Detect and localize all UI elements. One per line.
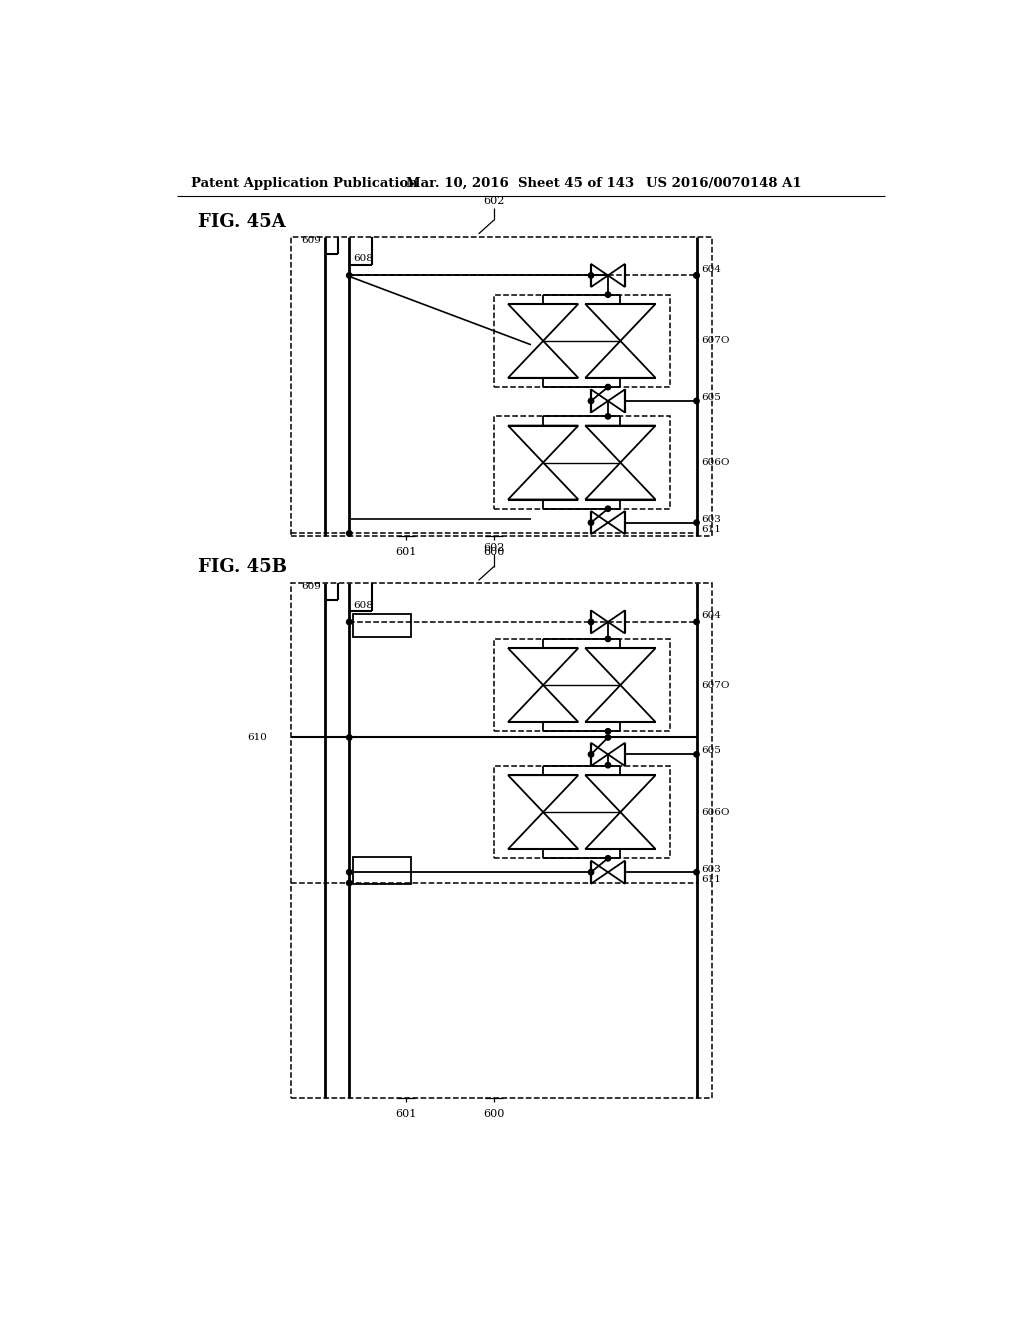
Circle shape — [589, 273, 594, 279]
Circle shape — [589, 520, 594, 525]
Text: 601: 601 — [395, 1109, 417, 1119]
Text: 604: 604 — [701, 611, 721, 620]
Bar — [291, 238, 712, 536]
Circle shape — [589, 619, 594, 624]
Text: 604: 604 — [701, 265, 721, 273]
Text: 605: 605 — [701, 746, 721, 755]
Circle shape — [605, 413, 610, 418]
Circle shape — [605, 506, 610, 511]
Circle shape — [346, 619, 352, 624]
Text: 602: 602 — [483, 543, 505, 553]
Text: 600: 600 — [483, 548, 505, 557]
Text: 608: 608 — [353, 601, 373, 610]
Bar — [494, 766, 670, 858]
Bar — [353, 614, 411, 638]
Circle shape — [605, 292, 610, 297]
Text: 602: 602 — [483, 197, 505, 206]
Circle shape — [605, 735, 610, 741]
Text: 611: 611 — [701, 525, 721, 535]
Circle shape — [346, 531, 352, 536]
Text: 605: 605 — [701, 392, 721, 401]
Text: 601: 601 — [395, 548, 417, 557]
Circle shape — [346, 273, 352, 279]
Circle shape — [346, 880, 352, 886]
Bar — [494, 416, 670, 508]
Text: FIG. 45B: FIG. 45B — [199, 557, 288, 576]
Text: 600: 600 — [483, 1109, 505, 1119]
Text: 611: 611 — [701, 875, 721, 883]
Text: 609: 609 — [301, 582, 321, 591]
Text: Mar. 10, 2016  Sheet 45 of 143: Mar. 10, 2016 Sheet 45 of 143 — [407, 177, 634, 190]
Circle shape — [605, 729, 610, 734]
Bar — [291, 583, 712, 1098]
Text: FIG. 45A: FIG. 45A — [199, 213, 286, 231]
Circle shape — [694, 399, 699, 404]
Text: 607O: 607O — [701, 681, 730, 689]
Circle shape — [589, 751, 594, 758]
Text: 608: 608 — [353, 255, 373, 263]
Text: Patent Application Publication: Patent Application Publication — [190, 177, 418, 190]
Circle shape — [605, 855, 610, 861]
Text: 606O: 606O — [701, 808, 730, 817]
Circle shape — [605, 763, 610, 768]
Circle shape — [694, 870, 699, 875]
Text: 609: 609 — [301, 236, 321, 244]
Text: 603: 603 — [701, 515, 721, 524]
Text: 607O: 607O — [701, 337, 730, 346]
Circle shape — [605, 636, 610, 642]
Circle shape — [694, 273, 699, 279]
Bar — [494, 639, 670, 731]
Bar — [353, 857, 411, 884]
Text: US 2016/0070148 A1: US 2016/0070148 A1 — [646, 177, 802, 190]
Text: 603: 603 — [701, 865, 721, 874]
Text: 606O: 606O — [701, 458, 730, 467]
Text: 610: 610 — [248, 733, 267, 742]
Circle shape — [346, 870, 352, 875]
Bar — [494, 294, 670, 387]
Circle shape — [694, 273, 699, 279]
Circle shape — [589, 399, 594, 404]
Circle shape — [694, 520, 699, 525]
Circle shape — [346, 735, 352, 741]
Circle shape — [694, 619, 699, 624]
Circle shape — [694, 751, 699, 758]
Circle shape — [589, 870, 594, 875]
Circle shape — [605, 384, 610, 389]
